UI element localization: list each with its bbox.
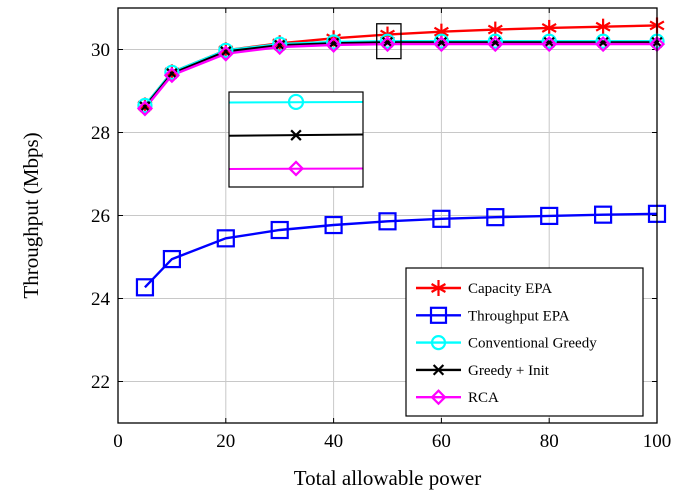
legend-entry-1: Throughput EPA	[416, 306, 570, 324]
series-point-3	[489, 36, 501, 49]
inset-series-point-1	[290, 129, 302, 141]
series-point-4	[163, 67, 180, 84]
series-point-1	[540, 206, 559, 226]
series-point-4	[136, 100, 154, 117]
legend-label: Capacity EPA	[468, 281, 552, 297]
series-point-2	[164, 64, 180, 80]
series-point-4	[541, 36, 558, 53]
plot-frame	[117, 7, 658, 424]
series-point-3	[381, 36, 394, 49]
series-point-2	[272, 36, 288, 52]
legend-label: Greedy + Init	[468, 363, 550, 379]
series-point-3	[220, 45, 232, 58]
inset-series-point-2	[287, 160, 305, 177]
series-point-2	[137, 97, 153, 114]
series-point-2	[487, 33, 503, 49]
series-point-3	[543, 36, 555, 49]
inset-series-line-0	[228, 100, 364, 104]
legend-marker	[429, 306, 448, 324]
series-point-4	[271, 38, 288, 56]
series-lines	[143, 24, 658, 289]
series-point-4	[325, 36, 342, 53]
legend: Capacity EPA Throughput EPA Conventional G…	[405, 267, 644, 417]
series-point-1	[378, 212, 397, 231]
inset-background	[229, 92, 363, 187]
series-point-1	[162, 249, 181, 269]
series-point-4	[217, 45, 234, 62]
zoom-box	[376, 23, 402, 60]
series-point-3	[274, 39, 286, 52]
series-point-1	[135, 278, 155, 297]
series-point-1	[216, 229, 235, 248]
series-point-2	[379, 33, 396, 49]
x-tick-label: 80	[540, 431, 559, 452]
legend-entry-3: Greedy + Init	[416, 363, 550, 379]
series-point-3	[597, 36, 609, 49]
tick-labels: 0 20 40 60 80 100 22 24 26 28 30	[91, 40, 671, 452]
x-tick-label: 0	[113, 431, 123, 452]
series-point-2	[541, 33, 557, 49]
y-tick-label: 30	[91, 40, 110, 61]
y-axis-label: Throughput (Mbps)	[19, 132, 43, 298]
x-tick-label: 100	[643, 431, 672, 452]
series-point-3	[166, 67, 178, 80]
legend-entry-0: Capacity EPA	[416, 280, 552, 297]
series-line-1	[144, 212, 658, 289]
series-point-2	[218, 42, 234, 58]
series-line-4	[143, 42, 657, 110]
series-point-1	[486, 208, 505, 227]
series-point-3	[327, 37, 340, 49]
x-tick-label: 40	[324, 431, 343, 452]
series-point-0	[595, 18, 611, 35]
legend-label: Conventional Greedy	[468, 336, 597, 352]
series-point-2	[595, 33, 611, 49]
x-tick-label: 20	[216, 431, 235, 452]
series-point-4	[595, 36, 612, 53]
legend-label: Throughput EPA	[468, 308, 570, 324]
x-tick-label: 60	[432, 431, 451, 452]
legend-entry-2: Conventional Greedy	[416, 335, 597, 352]
legend-marker	[430, 389, 447, 406]
series-point-1	[324, 215, 343, 235]
y-tick-label: 26	[91, 206, 110, 227]
series-point-4	[433, 36, 450, 53]
inset-frame	[228, 91, 364, 188]
x-axis-label: Total allowable power	[294, 466, 481, 490]
series-point-1	[593, 205, 613, 224]
series-point-4	[379, 36, 396, 53]
legend-marker	[430, 335, 447, 351]
series-point-3	[435, 36, 448, 49]
legend-marker	[432, 364, 445, 376]
inset-series-point-0	[287, 93, 305, 111]
y-tick-label: 22	[91, 372, 110, 393]
series-point-1	[270, 220, 289, 240]
series-markers	[135, 17, 667, 297]
legend-label: RCA	[468, 390, 499, 406]
series-point-2	[433, 33, 449, 49]
y-tick-label: 28	[91, 123, 110, 144]
series-point-1	[432, 209, 451, 228]
y-tick-label: 24	[91, 289, 111, 310]
series-point-4	[487, 36, 504, 53]
series-point-0	[541, 19, 557, 36]
series-point-3	[139, 101, 151, 113]
inset-series-line-2	[228, 167, 364, 170]
series-point-2	[326, 34, 342, 50]
legend-marker	[431, 280, 446, 296]
inset-plot	[228, 91, 364, 188]
legend-entry-4: RCA	[416, 389, 499, 406]
